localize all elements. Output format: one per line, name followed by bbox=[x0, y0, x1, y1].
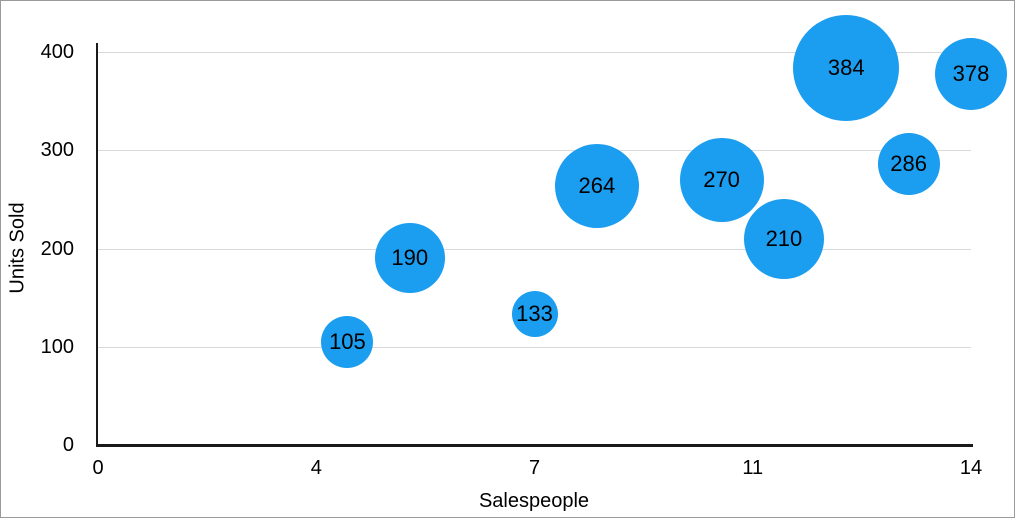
bubble-378[interactable]: 378 bbox=[935, 37, 1007, 110]
bubble-105[interactable]: 105 bbox=[321, 315, 374, 368]
x-axis-title: Salespeople bbox=[478, 490, 590, 512]
bubble-286[interactable]: 286 bbox=[877, 133, 940, 195]
x-axis-line bbox=[96, 444, 973, 447]
y-tick-label-100: 100 bbox=[40, 335, 74, 358]
y-tick-label-400: 400 bbox=[40, 41, 74, 63]
gridline-y-400 bbox=[98, 52, 971, 53]
bubble-264[interactable]: 264 bbox=[554, 143, 639, 228]
bubble-value-label: 210 bbox=[765, 225, 803, 251]
bubble-value-label: 378 bbox=[952, 60, 990, 86]
y-tick-label-0: 0 bbox=[62, 434, 74, 456]
x-tick-label-4: 4 bbox=[310, 457, 322, 479]
x-tick-label-7: 7 bbox=[528, 457, 541, 479]
bubble-270[interactable]: 270 bbox=[679, 137, 764, 222]
bubble-value-label: 190 bbox=[391, 245, 429, 271]
bubble-value-label: 133 bbox=[516, 301, 553, 327]
bubble-value-label: 105 bbox=[329, 328, 366, 354]
y-axis-line bbox=[96, 43, 98, 447]
gridline-y-300 bbox=[98, 150, 971, 152]
bubble-133[interactable]: 133 bbox=[511, 291, 558, 338]
x-tick-label-11: 11 bbox=[742, 457, 764, 479]
bubble-190[interactable]: 190 bbox=[374, 223, 445, 294]
y-tick-label-200: 200 bbox=[40, 237, 74, 260]
bubble-384[interactable]: 384 bbox=[793, 14, 900, 121]
x-tick-label-14: 14 bbox=[959, 457, 983, 479]
bubble-210[interactable]: 210 bbox=[743, 198, 824, 279]
gridline-y-200 bbox=[98, 248, 971, 250]
bubble-value-label: 384 bbox=[827, 54, 865, 80]
y-tick-label-300: 300 bbox=[40, 139, 74, 162]
x-tick-label-0: 0 bbox=[92, 457, 104, 479]
bubble-value-label: 264 bbox=[578, 172, 616, 198]
gridline-y-100 bbox=[98, 346, 971, 348]
bubble-value-label: 270 bbox=[703, 166, 740, 192]
bubble-value-label: 286 bbox=[890, 151, 927, 176]
